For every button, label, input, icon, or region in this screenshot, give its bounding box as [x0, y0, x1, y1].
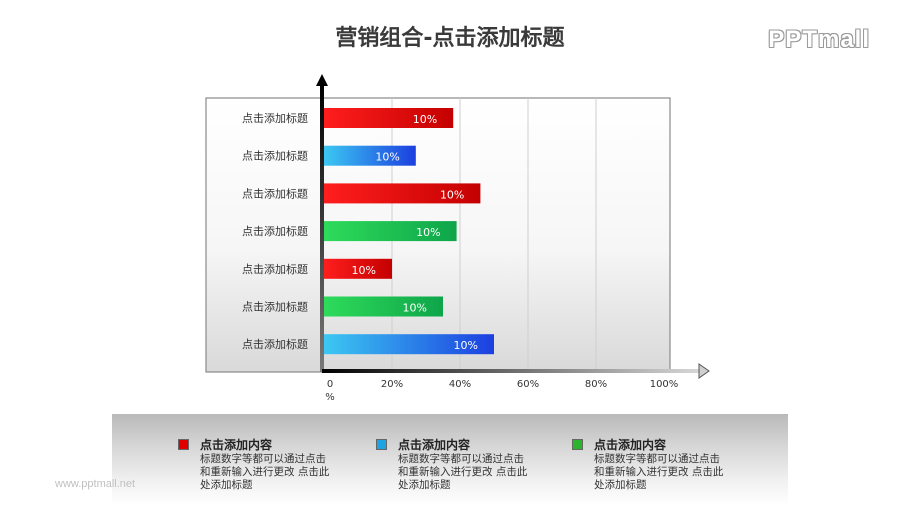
legend-desc: 标题数字等都可以通过点击和重新输入进行更改 点击此处添加标题	[398, 453, 528, 491]
gridlines	[391, 98, 597, 372]
x-tick-1: 20%	[381, 379, 403, 390]
legend-swatch-blue	[376, 439, 387, 450]
footer-band	[112, 414, 788, 506]
x-tick-5: 100%	[650, 379, 679, 390]
legend-desc: 标题数字等都可以通过点击和重新输入进行更改 点击此处添加标题	[200, 453, 330, 491]
legend-title: 点击添加内容	[398, 438, 471, 452]
data-label-7: 10%	[454, 339, 478, 352]
category-label-3: 点击添加标题	[242, 186, 308, 200]
x-tick-0-unit: %	[325, 392, 335, 403]
category-label-5: 点击添加标题	[242, 262, 308, 276]
data-label-5: 10%	[352, 264, 376, 277]
y-axis	[320, 84, 324, 372]
bar-5	[324, 258, 392, 279]
category-label-1: 点击添加标题	[242, 111, 308, 125]
x-tick-3: 60%	[517, 379, 539, 390]
brand-logo: PPTmall	[768, 26, 870, 53]
x-tick-4: 80%	[585, 379, 607, 390]
data-label-4: 10%	[416, 226, 440, 239]
category-label-7: 点击添加标题	[242, 337, 308, 351]
bar-7	[324, 334, 494, 355]
category-label-2: 点击添加标题	[242, 149, 308, 163]
x-tick-2: 40%	[449, 379, 471, 390]
legend-swatch-red	[178, 439, 189, 450]
x-axis-arrow	[698, 363, 710, 379]
x-axis	[322, 369, 700, 373]
data-label-3: 10%	[440, 188, 464, 201]
x-tick-labels: 0% 20% 40% 60% 80% 100%	[325, 379, 678, 403]
bar-2	[324, 145, 416, 166]
data-label-2: 10%	[375, 151, 399, 164]
bar-1	[324, 108, 454, 128]
page-title: 营销组合-点击添加标题	[335, 26, 565, 51]
bar-4	[324, 221, 457, 242]
bar-6	[324, 296, 443, 317]
bar-3	[324, 183, 481, 204]
category-label-6: 点击添加标题	[242, 300, 308, 314]
y-axis-arrow	[316, 74, 328, 86]
legend-title: 点击添加内容	[200, 438, 273, 452]
watermark: www.pptmall.net	[55, 478, 136, 490]
x-tick-0: 0	[327, 379, 333, 390]
legend-title: 点击添加内容	[594, 438, 667, 452]
legend-desc: 标题数字等都可以通过点击和重新输入进行更改 点击此处添加标题	[594, 453, 724, 491]
category-label-4: 点击添加标题	[242, 224, 308, 238]
legend-swatch-green	[572, 439, 583, 450]
bar-chart: 10% 10% 10% 10% 10% 10% 10% 点击添加标题点击添加标题点击添加标题…	[205, 74, 710, 403]
bar-series: 10% 10% 10% 10% 10% 10% 10%	[324, 108, 494, 355]
data-label-1: 10%	[413, 113, 437, 126]
data-label-6: 10%	[403, 302, 427, 315]
category-labels: 点击添加标题点击添加标题点击添加标题点击添加标题点击添加标题点击添加标题点击添加…	[242, 111, 308, 351]
